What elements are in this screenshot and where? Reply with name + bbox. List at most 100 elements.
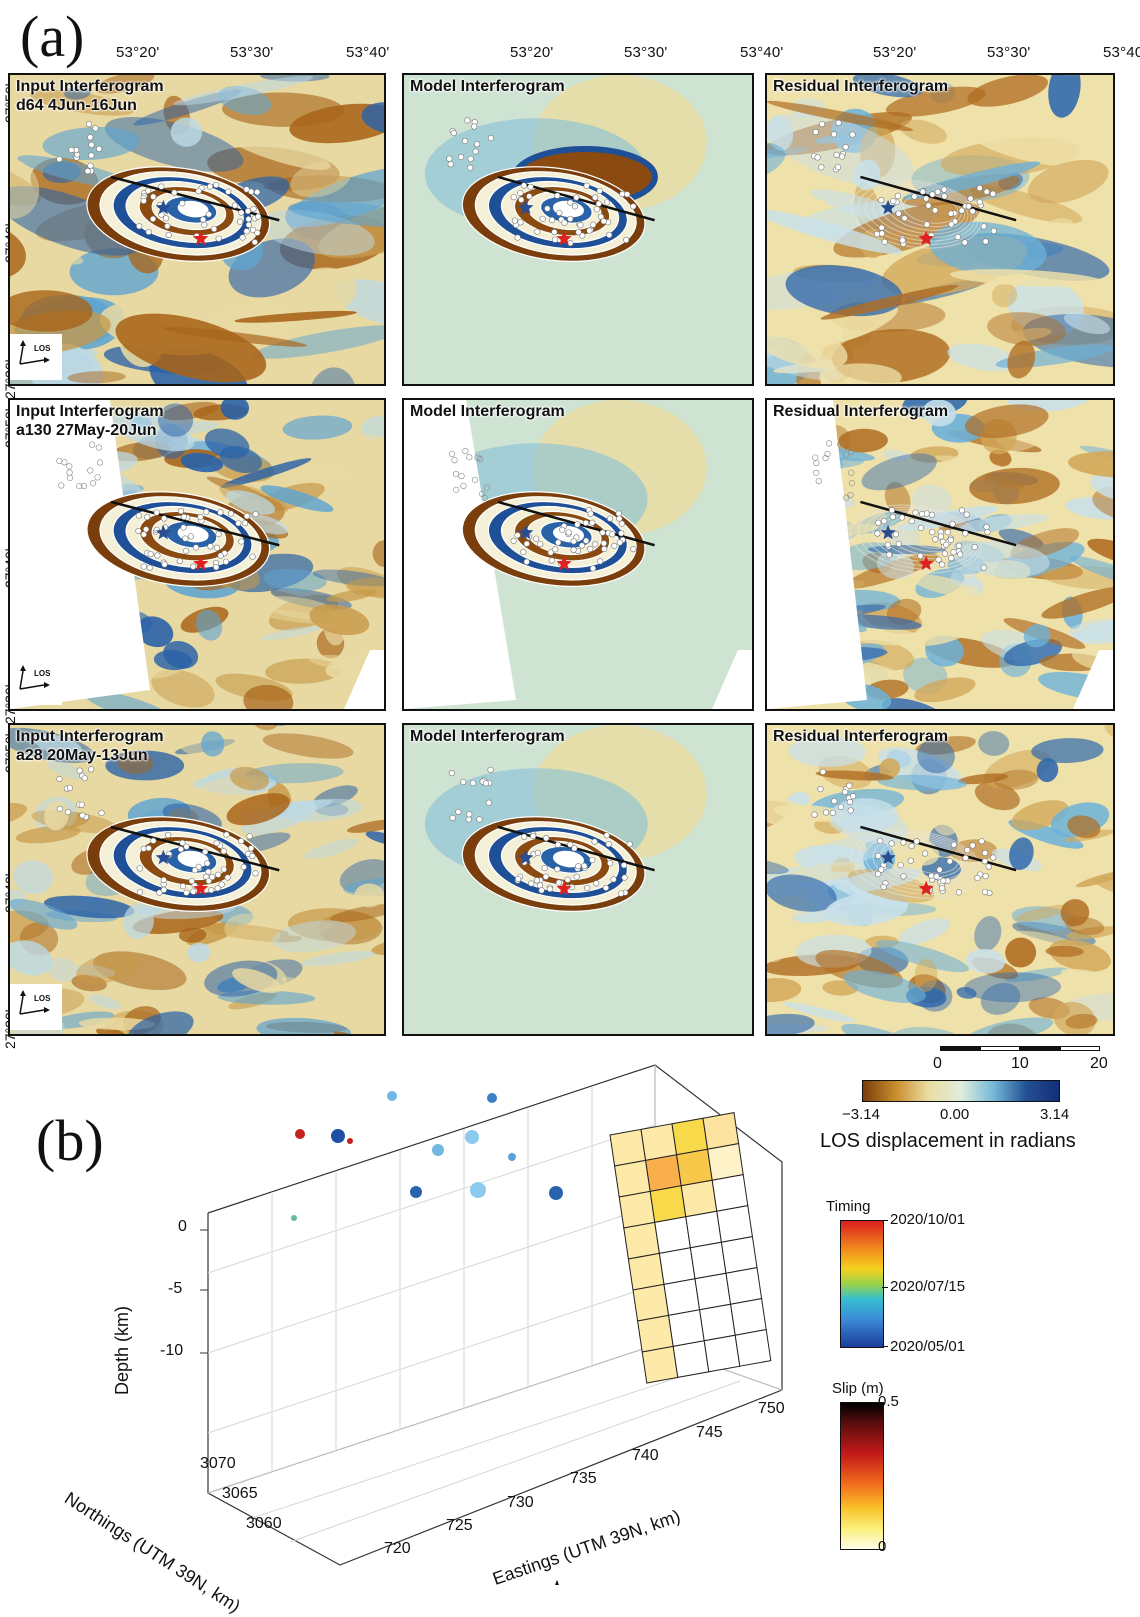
slip-patch	[632, 1283, 670, 1322]
los-arrow-icon: LOS	[10, 984, 62, 1030]
fault-slip-3d-plot	[200, 1064, 783, 1585]
input-tile-title: Input Interferogram d64 4Jun-16Jun	[16, 77, 164, 115]
slip-patch	[720, 1236, 758, 1274]
slip-patch	[640, 1123, 678, 1161]
model-interferogram-tile: Model Interferogram	[402, 723, 754, 1036]
model-interferogram-tile: Model Interferogram	[402, 398, 754, 711]
foreshock-star-icon	[518, 849, 534, 865]
slip-patch	[609, 1128, 647, 1167]
scale-tick-10: 10	[1011, 1055, 1029, 1072]
slip-patch	[694, 1272, 732, 1311]
slip-patch	[689, 1241, 727, 1280]
input-tile-title: Input Interferogram a130 27May-20Jun	[16, 402, 164, 440]
lon-tick-label: 53°30'	[624, 44, 668, 61]
residual-interferogram-tile: Residual Interferogram	[765, 723, 1115, 1036]
aftershock-marker	[508, 1153, 516, 1161]
slip-tick-min: 0	[878, 1538, 887, 1555]
los-arrow-icon: LOS	[10, 659, 62, 705]
depth-ticks	[200, 1229, 208, 1354]
fault-plane-east	[609, 1112, 772, 1384]
aftershock-marker	[410, 1186, 422, 1198]
foreshock-star-icon	[155, 524, 171, 540]
slip-patch	[711, 1174, 749, 1212]
slip-patch	[614, 1159, 651, 1198]
aftershock-marker	[387, 1091, 397, 1101]
aftershock-marker	[291, 1215, 297, 1221]
northing-tick-3065: 3065	[222, 1485, 258, 1502]
easting-tick-735: 735	[570, 1470, 597, 1487]
slip-patch	[676, 1148, 713, 1187]
depth-tick-5: -5	[168, 1280, 183, 1297]
slip-patch	[672, 1340, 710, 1378]
input-interferogram-tile: Input Interferogram a130 27May-20Jun LOS	[8, 398, 386, 711]
easting-tick-725: 725	[446, 1517, 473, 1534]
los-colorbar-label: LOS displacement in radians	[820, 1130, 1076, 1152]
depth-tick-0: 0	[178, 1218, 187, 1235]
panel-a-label: (a)	[20, 4, 85, 69]
input-interferogram-tile: Input Interferogram d64 4Jun-16Jun LOS	[8, 73, 386, 386]
residual-tile-title: Residual Interferogram	[773, 727, 948, 746]
slip-patch	[637, 1314, 674, 1353]
mainshock-star-icon	[193, 555, 209, 571]
los-colorbar-tick-min: −3.14	[842, 1106, 880, 1123]
aftershock-marker	[295, 1129, 305, 1139]
tile-title-line: Residual Interferogram	[773, 403, 949, 420]
tile-title-line: Input Interferogram	[16, 78, 164, 95]
aftershock-marker	[470, 1182, 486, 1198]
lon-tick-label: 53°20'	[116, 44, 160, 61]
slip-patch	[649, 1185, 687, 1223]
aftershock-markers	[291, 1091, 563, 1221]
mainshock-star-icon	[193, 230, 209, 246]
easting-tick-720: 720	[384, 1540, 411, 1557]
slip-colorbar-title: Slip (m)	[832, 1380, 884, 1397]
mainshock-star-icon	[193, 880, 209, 896]
scale-tick-20: 20	[1090, 1055, 1108, 1072]
easting-tick-750: 750	[758, 1400, 785, 1417]
model-interferogram-tile: Model Interferogram	[402, 73, 754, 386]
los-label: LOS	[34, 344, 51, 353]
slip-patch	[699, 1303, 736, 1342]
foreshock-star-icon	[880, 199, 896, 215]
foreshock-star-icon	[518, 524, 534, 540]
slip-patch	[685, 1210, 722, 1249]
slip-patch	[725, 1267, 763, 1305]
mainshock-star-icon	[556, 230, 572, 246]
lon-tick-label: 53°40'	[346, 44, 390, 61]
model-tile-title: Model Interferogram	[410, 727, 565, 746]
slip-colorbar	[840, 1402, 884, 1550]
slip-patch	[627, 1252, 665, 1291]
easting-tick-740: 740	[632, 1447, 659, 1464]
input-tile-title: Input Interferogram a28 20May-13Jun	[16, 727, 164, 765]
slip-patch	[680, 1179, 718, 1218]
tile-title-line: Residual Interferogram	[773, 78, 949, 95]
tile-title-line: Residual Interferogram	[773, 728, 949, 745]
panel-b-label: (b)	[36, 1108, 104, 1173]
los-colorbar-tick-mid: 0.00	[940, 1106, 970, 1123]
model-tile-title: Model Interferogram	[410, 402, 565, 421]
tile-subtitle: a130 27May-20Jun	[16, 422, 157, 439]
tile-title-line: Model Interferogram	[410, 728, 565, 745]
los-arrow-icon: LOS	[10, 334, 62, 380]
slip-patch	[623, 1221, 660, 1260]
residual-interferogram-tile: Residual Interferogram	[765, 73, 1115, 386]
lon-tick-label: 53°40'	[1103, 44, 1140, 61]
los-label: LOS	[34, 994, 51, 1003]
input-interferogram-tile: Input Interferogram a28 20May-13Jun LOS	[8, 723, 386, 1036]
depth-tick-10: -10	[160, 1342, 184, 1359]
foreshock-star-icon	[155, 849, 171, 865]
slip-patch	[730, 1298, 767, 1336]
mainshock-star-icon	[918, 230, 934, 246]
mainshock-star-icon	[918, 880, 934, 896]
depth-axis-label: Depth (km)	[112, 1305, 133, 1396]
tile-subtitle: d64 4Jun-16Jun	[16, 97, 137, 114]
aftershock-marker	[487, 1093, 497, 1103]
lon-tick-label: 53°40'	[740, 44, 784, 61]
foreshock-star-icon	[518, 199, 534, 215]
model-tile-title: Model Interferogram	[410, 77, 565, 96]
residual-tile-title: Residual Interferogram	[773, 77, 948, 96]
timing-tick-mark	[882, 1346, 888, 1347]
tile-subtitle: a28 20May-13Jun	[16, 747, 148, 764]
timing-colorbar	[840, 1220, 884, 1348]
tile-title-line: Model Interferogram	[410, 78, 565, 95]
slip-patch	[654, 1216, 691, 1254]
